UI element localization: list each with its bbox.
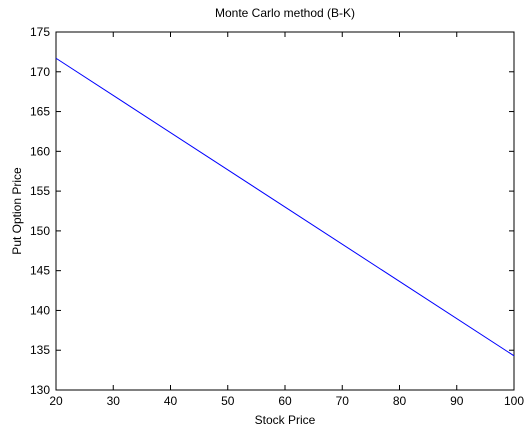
- x-tick-label: 100: [504, 394, 524, 408]
- y-tick-label: 165: [30, 105, 50, 119]
- x-axis-label: Stock Price: [255, 413, 316, 427]
- x-axis-ticks: 20 30 40 50 60 70 80 90 100: [49, 32, 524, 408]
- y-tick-label: 135: [30, 343, 50, 357]
- y-tick-label: 170: [30, 65, 50, 79]
- series-layer: [55, 57, 515, 357]
- y-tick-label: 155: [30, 184, 50, 198]
- x-tick-label: 20: [49, 394, 63, 408]
- y-tick-label: 145: [30, 264, 50, 278]
- x-tick-label: 30: [107, 394, 121, 408]
- y-axis-label: Put Option Price: [10, 167, 24, 255]
- x-tick-label: 70: [336, 394, 350, 408]
- x-tick-label: 60: [278, 394, 292, 408]
- plot-area: [55, 31, 515, 391]
- y-tick-label: 130: [30, 383, 50, 397]
- x-tick-label: 90: [450, 394, 464, 408]
- series-line-0: [55, 57, 515, 357]
- x-tick-label: 50: [221, 394, 235, 408]
- y-axis-ticks: 130 135 140 145 150 155 160 165 170 175: [30, 25, 514, 397]
- chart-title: Monte Carlo method (B-K): [215, 6, 355, 20]
- x-tick-label: 80: [393, 394, 407, 408]
- y-tick-label: 140: [30, 303, 50, 317]
- x-tick-label: 40: [164, 394, 178, 408]
- y-tick-label: 175: [30, 25, 50, 39]
- y-tick-label: 150: [30, 224, 50, 238]
- y-tick-label: 160: [30, 144, 50, 158]
